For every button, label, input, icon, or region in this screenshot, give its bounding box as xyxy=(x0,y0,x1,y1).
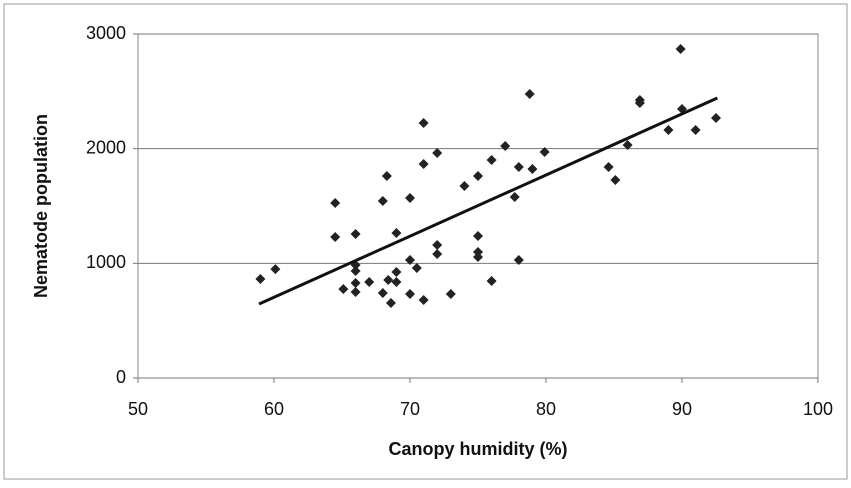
data-point xyxy=(385,298,396,309)
data-point xyxy=(364,277,375,288)
x-tick-label: 60 xyxy=(264,399,284,419)
data-point xyxy=(473,170,483,181)
data-point xyxy=(663,124,674,135)
data-point xyxy=(539,146,550,157)
data-point xyxy=(330,198,341,209)
data-point xyxy=(486,155,497,166)
x-axis-label: Canopy humidity (%) xyxy=(389,439,568,459)
data-point xyxy=(610,174,621,185)
data-point xyxy=(418,159,429,170)
y-tick-label: 1000 xyxy=(86,252,126,272)
data-point xyxy=(381,170,392,181)
data-point xyxy=(690,124,701,135)
data-point xyxy=(622,139,633,150)
data-point xyxy=(418,117,429,128)
x-tick-label: 70 xyxy=(400,399,420,419)
data-point xyxy=(445,288,456,299)
data-point xyxy=(459,181,470,192)
data-point xyxy=(432,249,443,260)
data-point xyxy=(486,275,497,286)
data-point xyxy=(377,288,388,299)
data-point xyxy=(473,252,483,263)
y-tick-label: 0 xyxy=(116,367,126,387)
y-axis-label: Nematode population xyxy=(31,114,51,298)
data-point xyxy=(338,284,349,295)
data-point xyxy=(405,288,415,299)
data-point xyxy=(255,274,266,285)
data-point xyxy=(473,246,483,257)
data-point xyxy=(418,295,429,306)
data-point xyxy=(500,141,511,152)
data-point xyxy=(350,266,361,277)
data-point xyxy=(350,228,361,239)
data-point xyxy=(432,239,443,250)
data-point xyxy=(350,278,361,289)
data-point xyxy=(330,231,341,242)
data-point xyxy=(603,162,614,173)
data-point xyxy=(405,192,415,203)
trend-line xyxy=(258,96,718,306)
data-point xyxy=(675,44,686,55)
data-point xyxy=(509,192,520,203)
data-point xyxy=(524,88,535,99)
chart-frame xyxy=(3,3,848,480)
data-point xyxy=(405,255,415,266)
data-point xyxy=(513,255,524,266)
data-point xyxy=(634,98,645,109)
x-tick-label: 50 xyxy=(128,399,148,419)
data-point xyxy=(383,274,394,285)
data-point xyxy=(711,113,721,124)
y-tick-label: 3000 xyxy=(86,23,126,43)
y-tick-label: 2000 xyxy=(86,137,126,157)
data-point xyxy=(350,287,361,297)
data-point xyxy=(270,264,281,275)
data-point xyxy=(513,162,524,173)
x-tick-label: 80 xyxy=(536,399,556,419)
x-tick-label: 90 xyxy=(672,399,692,419)
data-point xyxy=(411,263,422,274)
data-point xyxy=(432,148,443,159)
data-point xyxy=(527,163,538,174)
x-tick-label: 100 xyxy=(803,399,833,419)
data-point xyxy=(391,227,402,238)
data-point xyxy=(391,277,402,288)
data-point xyxy=(377,195,388,206)
data-point xyxy=(391,267,402,278)
data-point xyxy=(473,231,483,242)
